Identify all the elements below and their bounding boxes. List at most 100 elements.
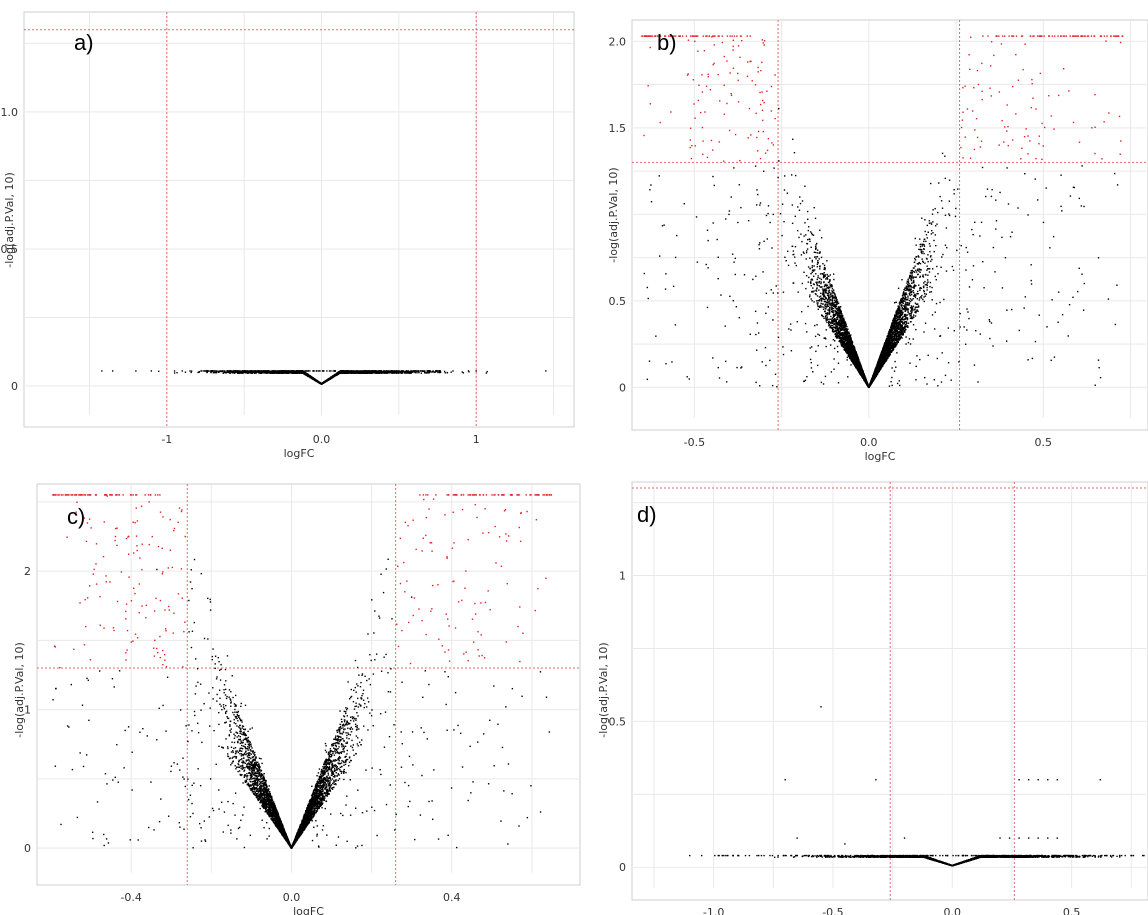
data-point bbox=[434, 371, 436, 373]
data-point bbox=[392, 370, 394, 372]
data-point bbox=[250, 372, 253, 374]
data-point bbox=[219, 370, 221, 372]
data-point bbox=[829, 298, 831, 301]
data-point bbox=[831, 327, 833, 329]
data-point bbox=[250, 370, 252, 372]
data-point bbox=[228, 371, 230, 373]
data-point bbox=[805, 234, 807, 236]
data-point bbox=[916, 290, 919, 293]
data-point bbox=[926, 282, 928, 284]
data-point bbox=[393, 370, 396, 372]
data-point bbox=[342, 371, 345, 373]
data-point bbox=[438, 370, 440, 372]
data-point bbox=[267, 372, 269, 374]
data-point bbox=[176, 371, 178, 374]
data-point bbox=[803, 235, 805, 237]
data-point bbox=[926, 289, 928, 291]
data-point bbox=[373, 370, 376, 372]
data-point bbox=[238, 370, 241, 372]
data-point bbox=[839, 320, 841, 323]
data-point bbox=[897, 321, 899, 324]
data-point bbox=[795, 264, 797, 267]
data-point bbox=[198, 370, 201, 373]
data-point bbox=[346, 370, 349, 372]
data-point bbox=[816, 304, 819, 306]
data-point bbox=[824, 304, 826, 306]
data-point bbox=[920, 243, 922, 246]
data-point bbox=[823, 292, 825, 294]
data-point bbox=[359, 372, 362, 374]
data-point bbox=[912, 290, 914, 292]
data-point bbox=[217, 371, 220, 373]
data-point bbox=[386, 372, 389, 374]
data-point bbox=[246, 372, 249, 374]
data-point bbox=[298, 370, 300, 372]
data-point bbox=[362, 370, 364, 372]
data-point bbox=[293, 370, 295, 372]
data-point bbox=[907, 299, 909, 301]
data-point bbox=[392, 371, 395, 373]
data-point bbox=[213, 370, 215, 372]
data-point bbox=[402, 370, 404, 372]
data-point bbox=[304, 370, 306, 372]
data-point bbox=[815, 273, 817, 275]
data-point bbox=[834, 330, 836, 333]
data-point bbox=[843, 348, 845, 351]
data-point bbox=[318, 381, 321, 384]
data-point bbox=[934, 234, 937, 236]
data-point bbox=[135, 370, 137, 372]
data-point bbox=[839, 341, 842, 343]
data-point bbox=[816, 252, 819, 254]
data-point bbox=[406, 372, 408, 374]
data-point bbox=[235, 370, 237, 372]
data-point bbox=[357, 372, 359, 374]
data-point bbox=[390, 371, 392, 373]
data-point bbox=[397, 370, 400, 372]
data-point bbox=[343, 370, 345, 372]
data-point bbox=[294, 372, 296, 374]
data-point bbox=[323, 381, 325, 384]
data-point bbox=[272, 370, 274, 372]
data-point bbox=[922, 261, 925, 263]
data-point bbox=[356, 372, 358, 374]
data-point bbox=[317, 380, 319, 383]
data-point bbox=[253, 370, 255, 372]
data-point bbox=[289, 371, 291, 373]
data-point bbox=[237, 371, 240, 373]
data-point bbox=[277, 372, 279, 374]
data-point bbox=[838, 312, 841, 314]
data-point bbox=[247, 372, 250, 374]
data-point bbox=[798, 236, 800, 239]
data-point bbox=[250, 370, 253, 372]
data-point bbox=[815, 290, 818, 292]
data-point bbox=[275, 372, 277, 374]
data-point bbox=[906, 282, 908, 284]
data-point bbox=[837, 320, 840, 322]
data-point bbox=[374, 371, 376, 374]
data-point bbox=[815, 293, 817, 296]
data-point bbox=[235, 371, 238, 373]
data-point bbox=[825, 283, 827, 286]
data-point bbox=[833, 291, 835, 294]
data-point bbox=[409, 372, 411, 374]
data-point bbox=[832, 316, 834, 319]
data-point bbox=[391, 371, 394, 373]
data-point bbox=[298, 372, 301, 374]
data-point bbox=[829, 325, 832, 328]
data-point bbox=[915, 284, 917, 287]
data-point bbox=[328, 378, 330, 380]
data-point bbox=[901, 299, 904, 301]
data-point bbox=[817, 299, 819, 302]
data-point bbox=[832, 307, 835, 310]
data-point bbox=[385, 370, 388, 372]
data-point bbox=[395, 370, 398, 373]
data-point bbox=[289, 370, 291, 372]
data-point bbox=[891, 322, 893, 324]
data-point bbox=[834, 335, 837, 338]
data-point bbox=[802, 251, 805, 253]
data-point bbox=[925, 293, 928, 295]
data-point bbox=[923, 252, 925, 255]
panel-label: a) bbox=[74, 30, 94, 55]
data-point bbox=[340, 370, 342, 372]
y-tick-label: 1.0 bbox=[1, 106, 19, 119]
